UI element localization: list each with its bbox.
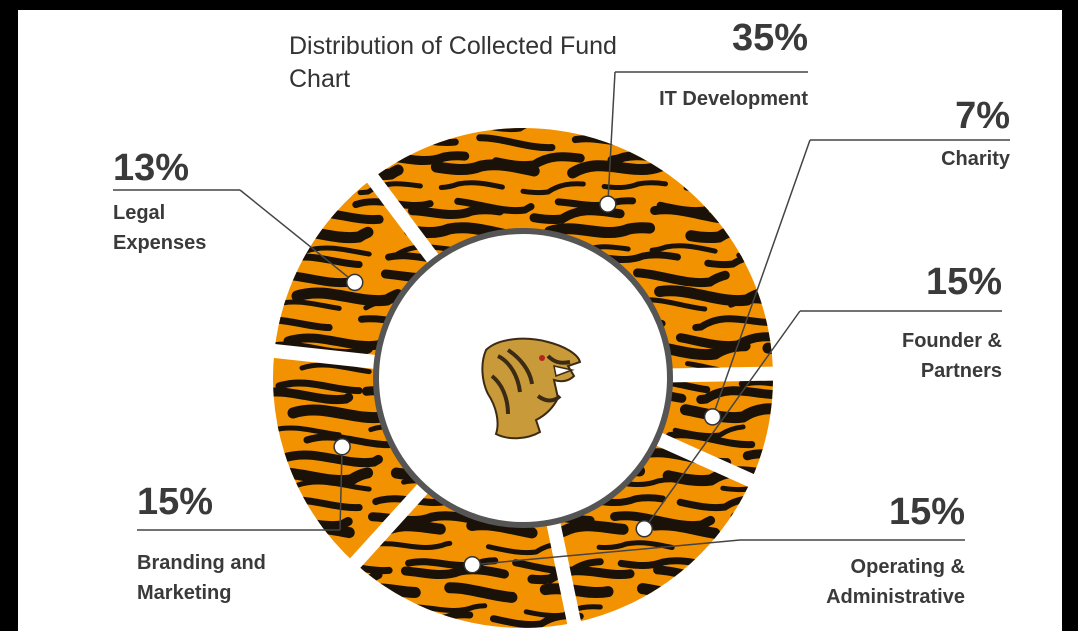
chart-title: Distribution of Collected Fund Chart [289, 32, 617, 93]
leader-dot [703, 408, 722, 426]
segment-gap [363, 170, 444, 269]
value-label: 13% [113, 147, 190, 189]
stripe [273, 151, 773, 171]
donut-segment [372, 127, 773, 376]
segment-gap [545, 515, 582, 630]
leaders [113, 71, 1010, 574]
leader-dot [599, 195, 617, 213]
segment-gap [346, 478, 433, 572]
leader-dot [463, 555, 482, 574]
tiger-icon [481, 337, 582, 440]
value-label: 35% [731, 17, 808, 59]
value-label: 15% [925, 261, 1002, 303]
leader-line [643, 310, 801, 530]
category-label: Operating & Administrative [826, 556, 965, 608]
segment-gap [268, 343, 383, 370]
stripe [273, 297, 773, 313]
category-label: Branding and Marketing [137, 552, 266, 604]
value-label: 7% [955, 95, 1010, 137]
leader-line [339, 446, 343, 531]
category-label: Founder & Partners [902, 330, 1002, 382]
leader-line [239, 189, 356, 284]
donut-segment [274, 178, 435, 363]
category-label: Charity [941, 148, 1010, 170]
leader-dot [635, 520, 653, 538]
category-label: Legal Expenses [113, 202, 207, 254]
stripe [273, 128, 773, 133]
segment-gap [649, 429, 759, 489]
leader-dot [346, 273, 364, 292]
segment-gap [664, 366, 779, 383]
leader-dot [333, 437, 351, 456]
stripe [273, 222, 773, 244]
value-label: 15% [137, 481, 214, 523]
value-label: 15% [888, 491, 965, 533]
category-label: IT Development [659, 88, 808, 110]
stripe [273, 197, 773, 215]
leader-line [607, 71, 616, 205]
leader-line [472, 539, 741, 566]
leader-line [711, 139, 811, 418]
gaps [268, 170, 779, 630]
